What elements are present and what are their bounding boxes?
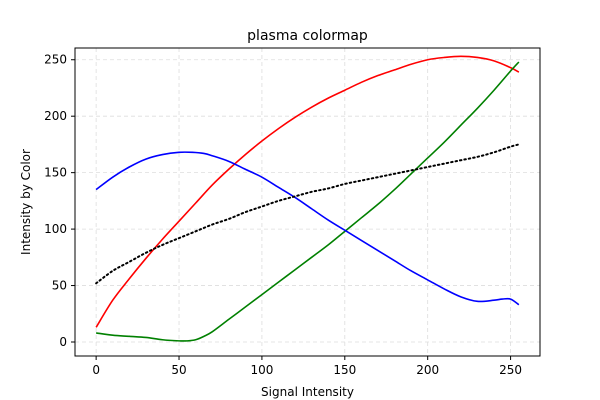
green-series-line	[96, 61, 520, 342]
grid	[75, 48, 540, 356]
x-tick-label: 50	[171, 363, 186, 377]
x-tick-label: 250	[499, 363, 522, 377]
x-tick-label: 0	[92, 363, 100, 377]
blue-series-line	[95, 151, 520, 306]
ticks: 0 50 100 150 200 250 0 50 100 150 200 250	[44, 53, 522, 377]
chart-title: plasma colormap	[247, 28, 368, 44]
y-tick-label: 150	[44, 166, 67, 180]
y-tick-label: 200	[44, 109, 67, 123]
y-tick-label: 50	[52, 279, 67, 293]
black-dotted-series-line	[95, 143, 520, 285]
x-axis-label: Signal Intensity	[261, 385, 354, 399]
y-tick-label: 100	[44, 222, 67, 236]
x-tick-label: 150	[333, 363, 356, 377]
red-series-line	[95, 55, 520, 328]
x-tick-label: 100	[250, 363, 273, 377]
x-tick-label: 200	[416, 363, 439, 377]
y-axis-label: Intensity by Color	[19, 149, 33, 255]
y-tick-label: 0	[59, 335, 67, 349]
plot-frame	[74, 47, 541, 357]
y-tick-label: 250	[44, 53, 67, 67]
series-layer	[95, 55, 520, 342]
